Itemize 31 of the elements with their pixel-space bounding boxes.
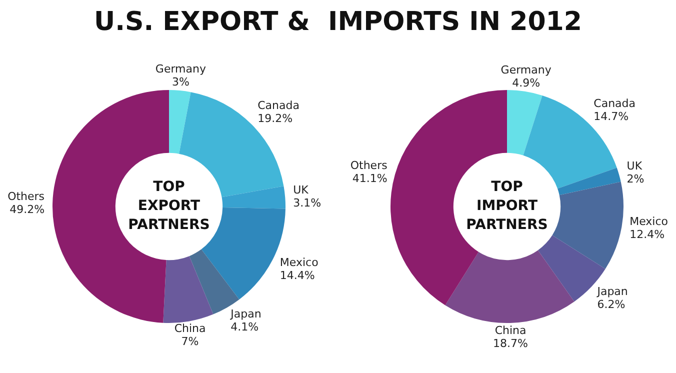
chart-title: U.S. EXPORT & IMPORTS IN 2012: [93, 6, 583, 39]
data-label: 12.4%: [630, 228, 665, 242]
data-label: 14.4%: [280, 268, 315, 282]
slice-label: Canada: [258, 98, 300, 112]
data-label: 4.9%: [512, 76, 540, 90]
data-label: 19.2%: [258, 112, 293, 125]
data-label: 18.7%: [493, 336, 528, 350]
data-label: 3.1%: [293, 196, 322, 210]
slice-label: Germany: [155, 62, 206, 76]
slice-label: UK: [293, 184, 310, 197]
slice-label: Others: [350, 159, 388, 172]
slice-label: China: [174, 322, 206, 336]
data-label: 49.2%: [10, 203, 45, 216]
slice-label: Canada: [594, 96, 636, 110]
slice-label: UK: [626, 159, 643, 172]
data-label: 3%: [172, 75, 190, 88]
slice-label: Japan: [230, 308, 262, 321]
data-label: 7%: [181, 335, 199, 348]
slice-label: Germany: [500, 63, 552, 76]
data-label: 14.7%: [594, 110, 629, 123]
data-label: 2%: [626, 172, 644, 186]
text: TOP IMPORT PARTNERS: [466, 179, 548, 234]
slice-label: Mexico: [630, 215, 668, 228]
slice-label: Japan: [596, 285, 628, 298]
slice-label: Mexico: [280, 256, 319, 269]
text: TOP EXPORT PARTNERS: [128, 179, 210, 234]
data-label: 6.2%: [597, 298, 626, 312]
slice-label: Others: [8, 190, 45, 204]
slice-label: China: [494, 324, 526, 337]
data-label: 4.1%: [230, 320, 259, 334]
data-label: 41.1%: [352, 172, 388, 185]
